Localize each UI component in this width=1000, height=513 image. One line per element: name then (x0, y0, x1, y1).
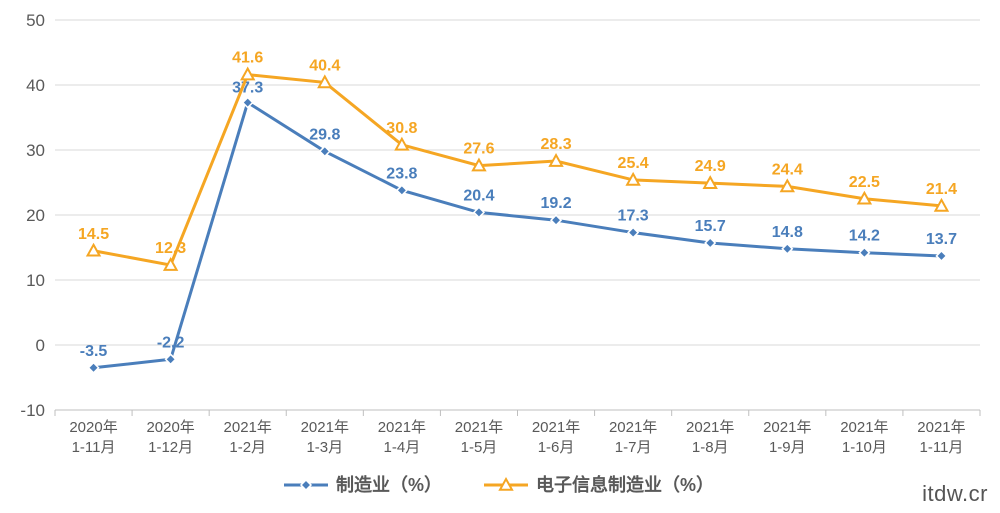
watermark: itdw.cr (922, 481, 988, 507)
x-tick-label-line2: 1-11月 (72, 439, 116, 456)
series-electronics-line (94, 75, 942, 265)
x-tick-label-line1: 2021年 (455, 419, 503, 436)
chart-container: -10 0 10 20 30 40 50 2020年 1-11月 2020年 1-12月 2021年 1… (0, 0, 1000, 513)
series1-data-label: 20.4 (463, 187, 494, 204)
x-tick-label-line2: 1-6月 (538, 439, 575, 456)
series2-data-label: 24.4 (772, 161, 803, 178)
x-tick-label-line2: 1-11月 (919, 439, 963, 456)
x-tick-label-line2: 1-2月 (229, 439, 266, 456)
x-tick-label-line2: 1-8月 (692, 439, 729, 456)
legend-label: 制造业（%） (336, 474, 442, 495)
series1-data-label: 13.7 (926, 231, 957, 248)
series1-data-label: 23.8 (386, 165, 417, 182)
diamond-marker (474, 207, 484, 217)
y-tick-label: 40 (26, 76, 45, 95)
legend-marker-diamond (301, 480, 311, 490)
x-tick-label-line1: 2021年 (686, 419, 734, 436)
x-tick-label-line1: 2021年 (763, 419, 811, 436)
series1-data-label: 14.8 (772, 224, 803, 241)
x-tick-label-line2: 1-9月 (769, 439, 806, 456)
legend-label: 电子信息制造业（%） (536, 474, 714, 495)
diamond-marker (936, 251, 946, 261)
series2-data-label: 28.3 (540, 136, 571, 153)
diamond-marker (397, 185, 407, 195)
x-tick-label-line2: 1-7月 (615, 439, 652, 456)
x-tick-label-line1: 2021年 (917, 419, 965, 436)
series1-data-label: 15.7 (695, 218, 726, 235)
diamond-marker (705, 238, 715, 248)
x-tick-label-line1: 2021年 (224, 419, 272, 436)
diamond-marker (89, 363, 99, 373)
x-tick-label-line2: 1-5月 (461, 439, 498, 456)
x-tick-label-line1: 2021年 (301, 419, 349, 436)
series1-data-label: 17.3 (618, 208, 649, 225)
series1-data-label: 14.2 (849, 228, 880, 245)
series1-data-label: -3.5 (80, 343, 108, 360)
series2-data-label: 40.4 (309, 57, 340, 74)
y-tick-label: 30 (26, 141, 45, 160)
line-chart: -10 0 10 20 30 40 50 2020年 1-11月 2020年 1-12月 2021年 1… (0, 0, 1000, 513)
legend: 制造业（%） 电子信息制造业（%） (284, 474, 714, 495)
x-tick-label-line1: 2020年 (146, 419, 194, 436)
y-tick-label: 0 (36, 336, 45, 355)
y-tick-label: 10 (26, 271, 45, 290)
x-tick-label-line1: 2021年 (840, 419, 888, 436)
series2-data-label: 14.5 (78, 226, 109, 243)
series2-data-label: 24.9 (695, 158, 726, 175)
x-tick-label-line2: 1-10月 (842, 439, 887, 456)
y-tick-label: 50 (26, 11, 45, 30)
x-tick-label-line2: 1-3月 (306, 439, 343, 456)
series2-data-label: 25.4 (618, 155, 649, 172)
x-tick-label-line1: 2021年 (532, 419, 580, 436)
series2-data-label: 27.6 (463, 141, 494, 158)
series2-data-label: 30.8 (386, 120, 417, 137)
x-tick-label-line2: 1-4月 (384, 439, 421, 456)
y-tick-label: -10 (20, 401, 45, 420)
series2-data-label: 41.6 (232, 50, 263, 67)
x-tick-label-line1: 2021年 (378, 419, 426, 436)
diamond-marker (551, 215, 561, 225)
diamond-marker (859, 248, 869, 258)
diamond-marker (782, 244, 792, 254)
series1-data-label: 19.2 (540, 195, 571, 212)
series2-data-label: 21.4 (926, 181, 957, 198)
series2-data-label: 22.5 (849, 174, 880, 191)
y-tick-label: 20 (26, 206, 45, 225)
series1-data-label: 37.3 (232, 80, 263, 97)
diamond-marker (628, 228, 638, 238)
series1-data-label: -2.2 (157, 334, 185, 351)
x-tick-label-line1: 2020年 (69, 419, 117, 436)
series2-data-label: 12.3 (155, 240, 186, 257)
diamond-marker (166, 354, 176, 364)
series1-data-label: 29.8 (309, 126, 340, 143)
x-tick-label-line1: 2021年 (609, 419, 657, 436)
x-tick-label-line2: 1-12月 (148, 439, 193, 456)
